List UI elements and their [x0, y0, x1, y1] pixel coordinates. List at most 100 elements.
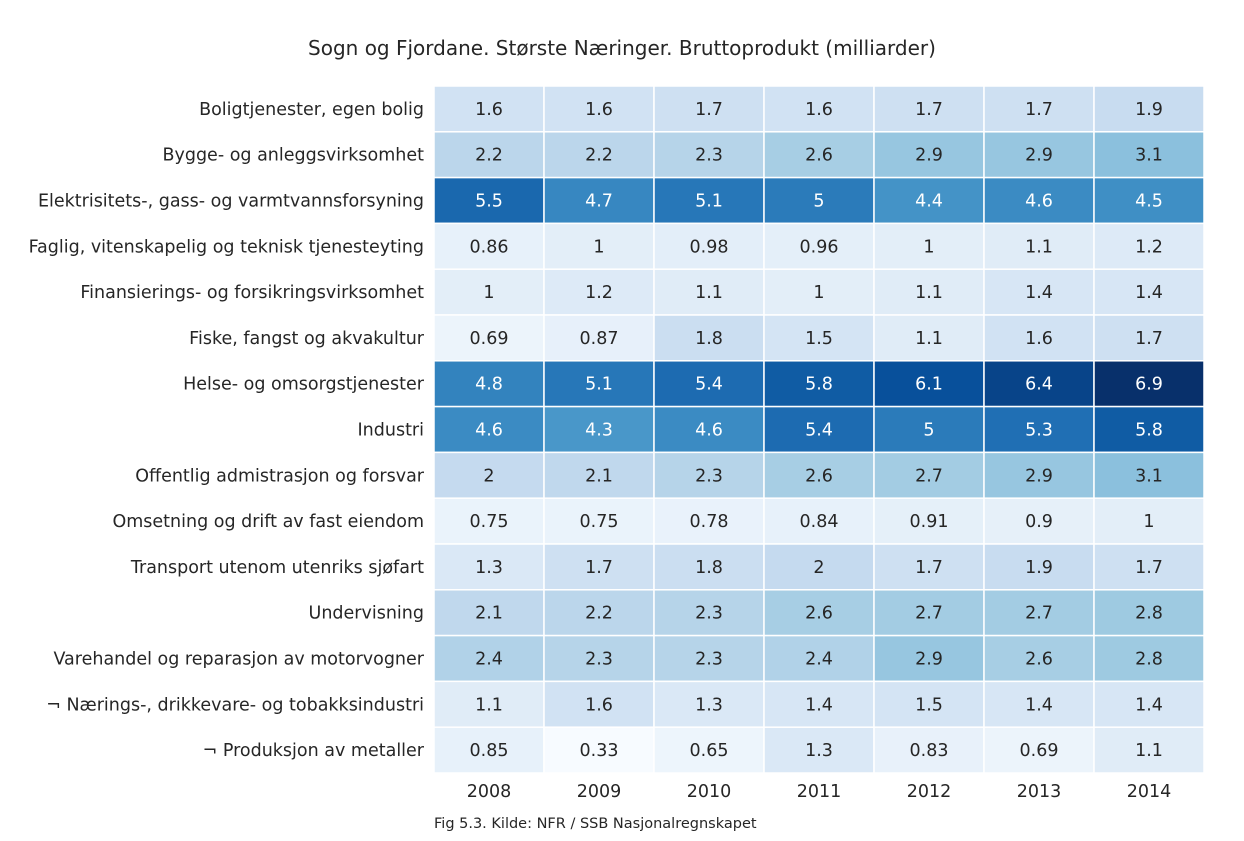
heatmap-cell — [873, 314, 985, 362]
cell-value-label: 0.86 — [470, 237, 509, 257]
heatmap-cell — [1093, 176, 1205, 225]
column-label: 2012 — [907, 782, 952, 802]
cell-value-label: 2.2 — [585, 604, 613, 624]
heatmap-cell — [1093, 405, 1205, 454]
cell-value-label: 5 — [923, 421, 934, 441]
heatmap-cell — [1093, 680, 1205, 728]
cell-value-label: 5.4 — [805, 421, 833, 441]
heatmap-cell — [983, 85, 1095, 133]
cell-value-label: 5.8 — [1135, 421, 1163, 441]
cell-value-label: 2.8 — [1135, 604, 1163, 624]
heatmap-cell — [983, 176, 1095, 225]
cell-value-label: 5.8 — [805, 375, 833, 395]
cell-value-label: 2.6 — [805, 146, 833, 166]
cell-value-label: 2.9 — [915, 146, 943, 166]
cell-value-label: 0.91 — [910, 512, 949, 532]
heatmap-cell — [543, 726, 655, 774]
heatmap-cell — [983, 726, 1095, 774]
heatmap-cell — [983, 222, 1095, 270]
heatmap-cell — [653, 268, 765, 316]
heatmap-cell — [1093, 360, 1205, 408]
heatmap-cell — [433, 589, 545, 637]
cell-value-label: 1.7 — [695, 100, 723, 120]
cell-value-label: 6.4 — [1025, 375, 1053, 395]
cell-value-label: 2.1 — [475, 604, 503, 624]
heatmap-cell — [653, 543, 765, 591]
heatmap-cell — [543, 314, 655, 362]
cell-value-label: 1.9 — [1135, 100, 1163, 120]
heatmap-cell — [653, 131, 765, 179]
heatmap-cell — [653, 497, 765, 545]
cell-value-label: 2.6 — [805, 604, 833, 624]
heatmap-cell — [1093, 314, 1205, 362]
heatmap-cell — [433, 314, 545, 362]
row-label: Faglig, vitenskapelig og teknisk tjenest… — [29, 237, 424, 257]
cell-value-label: 0.9 — [1025, 512, 1053, 532]
heatmap-cell — [433, 405, 545, 454]
heatmap-cell — [543, 405, 655, 454]
cell-value-label: 1.3 — [805, 741, 833, 761]
row-label: Helse- og omsorgstjenester — [183, 375, 425, 395]
heatmap-cell — [873, 360, 985, 408]
heatmap-cell — [1093, 131, 1205, 179]
column-label: 2013 — [1017, 782, 1062, 802]
heatmap-cell — [873, 497, 985, 545]
heatmap-cell — [433, 131, 545, 179]
cell-value-label: 1.4 — [805, 695, 833, 715]
heatmap-cell — [763, 497, 875, 545]
heatmap-cell — [983, 589, 1095, 637]
cell-value-label: 1.9 — [1025, 558, 1053, 578]
row-label: Varehandel og reparasjon av motorvogner — [53, 650, 424, 670]
cell-value-label: 1 — [813, 283, 824, 303]
cell-value-label: 1.6 — [585, 100, 613, 120]
cell-value-label: 0.69 — [1020, 741, 1059, 761]
cell-value-label: 2.4 — [805, 650, 833, 670]
chart-caption: Fig 5.3. Kilde: NFR / SSB Nasjonalregnsk… — [434, 816, 757, 832]
cell-value-label: 1.7 — [1025, 100, 1053, 120]
heatmap-cell — [1093, 222, 1205, 270]
row-labels: Boligtjenester, egen bolig Bygge- og anle… — [29, 100, 425, 761]
cell-value-label: 1.7 — [1135, 329, 1163, 349]
cell-value-label: 5.5 — [475, 192, 503, 212]
cell-value-label: 1.6 — [475, 100, 503, 120]
heatmap-cell — [763, 543, 875, 591]
heatmap-cell — [543, 222, 655, 270]
heatmap-cell — [433, 634, 545, 683]
cell-value-label: 1.5 — [915, 695, 943, 715]
heatmap-cell — [873, 543, 985, 591]
heatmap-cell — [653, 176, 765, 225]
cell-value-label: 2.7 — [1025, 604, 1053, 624]
cell-value-label: 1.1 — [915, 329, 943, 349]
column-label: 2010 — [687, 782, 732, 802]
cell-value-label: 2 — [813, 558, 824, 578]
heatmap-cell — [873, 634, 985, 683]
cell-value-label: 1.8 — [695, 329, 723, 349]
cell-value-label: 1.3 — [475, 558, 503, 578]
cell-value-label: 0.84 — [800, 512, 839, 532]
cell-value-label: 6.1 — [915, 375, 943, 395]
cell-value-label: 1 — [923, 237, 934, 257]
cell-value-label: 2.3 — [695, 650, 723, 670]
row-label: Transport utenom utenriks sjøfart — [130, 558, 424, 578]
heatmap-cell — [1093, 497, 1205, 545]
cell-value-label: 2 — [483, 466, 494, 486]
heatmap-cell — [1093, 543, 1205, 591]
heatmap-cell — [763, 360, 875, 408]
heatmap-cell — [543, 589, 655, 637]
heatmap-cell — [983, 680, 1095, 728]
cell-value-label: 4.4 — [915, 192, 943, 212]
cell-value-label: 0.98 — [690, 237, 729, 257]
row-label: Undervisning — [309, 604, 424, 624]
heatmap-cell — [433, 268, 545, 316]
cell-value-label: 1.2 — [1135, 237, 1163, 257]
cell-value-label: 0.83 — [910, 741, 949, 761]
row-label: Omsetning og drift av fast eiendom — [112, 512, 424, 532]
cell-value-label: 1.4 — [1135, 695, 1163, 715]
heatmap-cell — [433, 360, 545, 408]
column-labels: 2008 2009 2010 2011 2012 2013 2014 — [467, 782, 1172, 802]
heatmap-cell — [433, 726, 545, 774]
row-label: Boligtjenester, egen bolig — [199, 100, 424, 120]
heatmap-cell — [873, 726, 985, 774]
cell-value-label: 4.6 — [1025, 192, 1053, 212]
cell-value-label: 0.69 — [470, 329, 509, 349]
